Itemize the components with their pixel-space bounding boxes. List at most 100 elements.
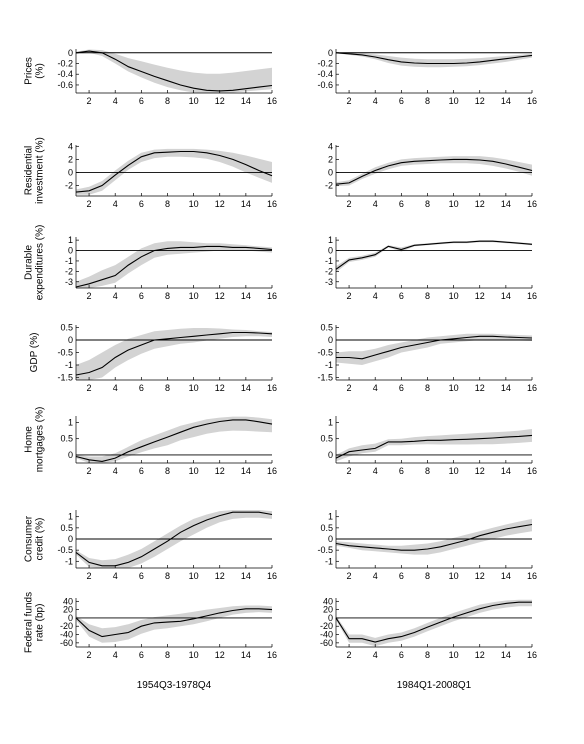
x-tick-label-r2-c2: 14 (501, 199, 511, 209)
x-tick-label-r1-c1: 14 (241, 96, 251, 106)
xlabel-column-2: 1984Q1-2008Q1 (397, 680, 472, 691)
x-tick-label-r6-c2: 2 (347, 571, 352, 581)
y-tick-label-r1-c2: -0.6 (317, 80, 333, 90)
y-tick-label-r3-c1: 1 (68, 235, 73, 245)
y-tick-label-r1-c1: 0 (68, 48, 73, 58)
x-tick-label-r6-c1: 6 (139, 571, 144, 581)
y-tick-label-r7-c2: -20 (320, 621, 333, 631)
x-tick-label-r5-c2: 6 (399, 466, 404, 476)
y-tick-label-r7-c2: 0 (328, 613, 333, 623)
y-tick-label-r6-c2: -0.5 (317, 545, 333, 555)
response-line-r2-c2 (335, 158, 533, 185)
x-tick-label-r6-c2: 16 (527, 571, 537, 581)
x-tick-label-r2-c1: 6 (139, 199, 144, 209)
y-tick-label-r2-c1: -2 (65, 181, 73, 191)
x-tick-label-r4-c1: 2 (87, 383, 92, 393)
x-tick-label-r3-c1: 14 (241, 291, 251, 301)
y-tick-label-r4-c2: 0 (328, 335, 333, 345)
response-line-r7-c2 (335, 601, 532, 643)
x-tick-label-r7-c1: 6 (139, 650, 144, 660)
confidence-band-r7-c2 (336, 599, 532, 647)
y-tick-label-r6-c1: -0.5 (57, 545, 73, 555)
x-tick-label-r4-c1: 14 (241, 383, 251, 393)
x-tick-label-r5-c1: 12 (215, 466, 225, 476)
y-tick-label-r7-c1: -20 (60, 621, 73, 631)
ylabel-row-6: Consumercredit (%) (24, 515, 46, 562)
y-tick-label-r6-c2: -1 (325, 556, 333, 566)
y-tick-label-r7-c1: -60 (60, 638, 73, 648)
y-tick-label-r1-c2: -0.4 (317, 69, 333, 79)
x-tick-label-r1-c2: 12 (475, 96, 485, 106)
y-tick-label-r1-c2: 0 (328, 48, 333, 58)
y-tick-label-r5-c2: 1 (328, 417, 333, 427)
response-line-r3-c2 (335, 240, 533, 270)
x-tick-label-r4-c1: 10 (189, 383, 199, 393)
y-tick-label-r2-c1: 4 (68, 141, 73, 151)
confidence-band-r1-c1 (76, 49, 272, 93)
x-tick-label-r3-c1: 6 (139, 291, 144, 301)
y-tick-label-r7-c2: -40 (320, 630, 333, 640)
x-tick-label-r3-c1: 16 (267, 291, 277, 301)
ylabel-line: Consumer (24, 515, 35, 562)
x-tick-label-r4-c1: 8 (165, 383, 170, 393)
y-tick-label-r3-c1: -1 (65, 256, 73, 266)
y-tick-label-r3-c1: 0 (68, 246, 73, 256)
ylabel-line: Residential (24, 146, 35, 195)
x-tick-label-r2-c1: 14 (241, 199, 251, 209)
y-tick-label-r3-c1: -3 (65, 277, 73, 287)
x-tick-label-r4-c2: 4 (373, 383, 378, 393)
x-tick-label-r4-c1: 4 (113, 383, 118, 393)
x-tick-label-r2-c2: 6 (399, 199, 404, 209)
response-line-r3-c1 (75, 245, 273, 288)
y-tick-label-r6-c1: -1 (65, 556, 73, 566)
ylabel-line: Prices (24, 57, 35, 85)
y-tick-label-r7-c2: 40 (323, 596, 333, 606)
y-tick-label-r3-c1: -2 (65, 266, 73, 276)
response-line-r6-c2 (335, 523, 533, 551)
x-tick-label-r1-c1: 10 (189, 96, 199, 106)
x-tick-label-r7-c2: 8 (425, 650, 430, 660)
x-tick-label-r6-c1: 8 (165, 571, 170, 581)
x-tick-label-r6-c2: 4 (373, 571, 378, 581)
y-tick-label-r6-c1: 0 (68, 534, 73, 544)
y-tick-label-r3-c2: -2 (325, 266, 333, 276)
x-tick-label-r4-c1: 12 (215, 383, 225, 393)
x-tick-label-r5-c2: 10 (449, 466, 459, 476)
x-tick-label-r5-c1: 10 (189, 466, 199, 476)
x-tick-label-r6-c1: 2 (87, 571, 92, 581)
x-tick-label-r2-c1: 8 (165, 199, 170, 209)
y-tick-label-r3-c2: 0 (328, 246, 333, 256)
y-tick-label-r4-c2: -1.5 (317, 373, 333, 383)
x-tick-label-r6-c1: 4 (113, 571, 118, 581)
x-tick-label-r6-c1: 10 (189, 571, 199, 581)
x-tick-label-r2-c2: 8 (425, 199, 430, 209)
y-tick-label-r4-c1: 0 (68, 335, 73, 345)
x-tick-label-r6-c2: 10 (449, 571, 459, 581)
ylabel-line: (%) (35, 63, 46, 79)
x-tick-label-r7-c2: 2 (347, 650, 352, 660)
y-tick-label-r4-c2: -1 (325, 360, 333, 370)
confidence-band-r5-c2 (336, 429, 532, 462)
x-tick-label-r4-c2: 8 (425, 383, 430, 393)
confidence-band-r2-c2 (336, 156, 532, 187)
y-tick-label-r2-c1: 0 (68, 167, 73, 177)
x-tick-label-r3-c1: 4 (113, 291, 118, 301)
ylabel-line: GDP (%) (29, 333, 40, 373)
x-tick-label-r3-c2: 12 (475, 291, 485, 301)
x-tick-label-r7-c1: 4 (113, 650, 118, 660)
x-tick-label-r6-c2: 8 (425, 571, 430, 581)
response-line-r2-c1 (75, 150, 273, 193)
x-tick-label-r1-c2: 14 (501, 96, 511, 106)
x-tick-label-r2-c1: 12 (215, 199, 225, 209)
x-tick-label-r5-c1: 14 (241, 466, 251, 476)
x-tick-label-r2-c2: 10 (449, 199, 459, 209)
ylabel-line: credit (%) (35, 518, 46, 561)
y-tick-label-r3-c2: -1 (325, 256, 333, 266)
x-tick-label-r1-c2: 4 (373, 96, 378, 106)
ylabel-row-3: Durableexpenditures (%) (24, 225, 46, 301)
confidence-band-r7-c1 (76, 605, 272, 643)
ylabel-line: Home (24, 426, 35, 453)
ylabel-row-4: GDP (%) (29, 333, 40, 373)
y-tick-label-r7-c2: -60 (320, 638, 333, 648)
x-tick-label-r3-c2: 8 (425, 291, 430, 301)
